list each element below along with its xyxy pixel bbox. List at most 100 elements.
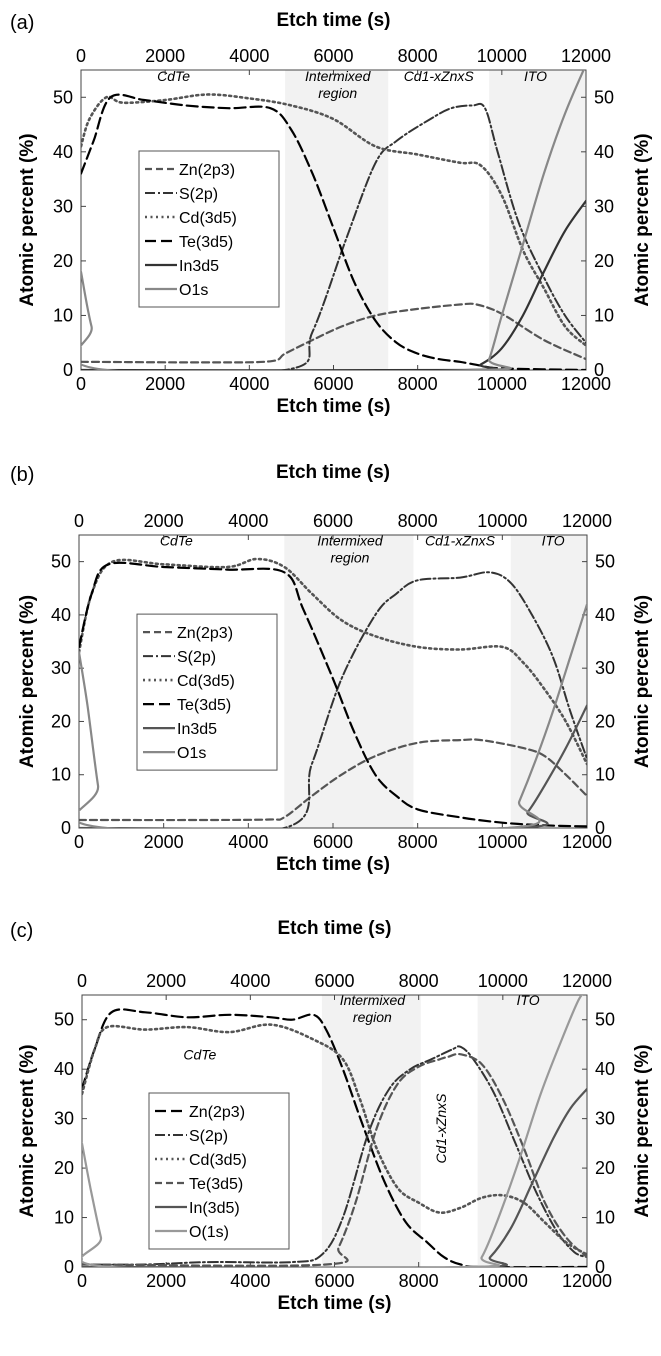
x-tick-label: 8000	[398, 832, 438, 852]
legend-label: In(3d5)	[189, 1200, 240, 1217]
legend-box	[148, 1092, 290, 1250]
region-label-line: Intermixed	[340, 992, 407, 1008]
y-tick-label-right: 30	[594, 196, 614, 216]
x-tick-label: 0	[76, 374, 86, 394]
y-tick-label: 20	[51, 711, 71, 731]
chart-panel-1: CdTe Intermixed region Cd1-xZnxS ITO 00 2000 20…	[10, 10, 653, 417]
region-label-line: region	[318, 85, 357, 101]
x-axis-title-top: Etch time (s)	[277, 918, 391, 939]
region-label: Cd1-xZnxS	[433, 1093, 449, 1164]
legend-box	[138, 150, 280, 308]
series-line	[81, 199, 586, 370]
legend-label: Cd(3d5)	[189, 1152, 247, 1169]
y-tick-label: 0	[63, 360, 73, 380]
y-tick-label: 40	[51, 605, 71, 625]
y-tick-label-right: 50	[594, 87, 614, 107]
x-axis-title: Etch time (s)	[276, 854, 390, 875]
y-tick-label-right: 30	[595, 1109, 615, 1129]
x-tick-label: 6000	[313, 374, 353, 394]
legend-label: Cd(3d5)	[179, 210, 237, 227]
x-tick-label-top: 6000	[313, 46, 353, 66]
x-tick-label-top: 12000	[562, 511, 612, 531]
region-label: ITO	[517, 992, 540, 1008]
y-tick-label-right: 20	[595, 711, 615, 731]
series-line	[82, 1023, 587, 1256]
y-tick-label-right: 20	[594, 251, 614, 271]
y-tick-label-right: 50	[595, 552, 615, 572]
x-tick-label-top: 0	[77, 971, 87, 991]
series-line	[81, 93, 586, 347]
region-label: Intermixed region	[317, 533, 384, 566]
y-axis-title-right: Atomic percent (%)	[632, 133, 653, 306]
x-tick-label-top: 4000	[228, 511, 268, 531]
legend: Zn(2p3) S(2p) Cd(3d5) Te(3d5) In3d5 O1s	[138, 150, 280, 308]
x-tick-label: 10000	[478, 1271, 528, 1291]
x-tick-label-top: 8000	[398, 46, 438, 66]
series-line	[82, 995, 584, 1267]
x-tick-label-top: 4000	[229, 46, 269, 66]
x-axis-title-top: Etch time (s)	[276, 10, 390, 31]
x-tick-label: 8000	[399, 1271, 439, 1291]
series-line	[81, 70, 585, 370]
x-tick-label-top: 0	[74, 511, 84, 531]
y-tick-label-right: 50	[595, 1010, 615, 1030]
legend-label: Zn(2p3)	[179, 162, 235, 179]
region-label: Cd1-xZnxS	[404, 68, 475, 84]
region-label-line: Intermixed	[317, 533, 384, 549]
region-label: Cd1-xZnxS	[425, 533, 496, 549]
region-shade	[284, 535, 414, 828]
x-tick-label-top: 4000	[230, 971, 270, 991]
series-line	[79, 603, 587, 828]
panel-label: (a)	[10, 12, 34, 34]
y-axis-title: Atomic percent (%)	[17, 1044, 38, 1217]
region-label: ITO	[524, 68, 547, 84]
y-tick-label: 40	[53, 142, 73, 162]
x-tick-label: 10000	[477, 374, 527, 394]
x-axis-title: Etch time (s)	[277, 1293, 391, 1314]
legend-box	[136, 613, 278, 771]
legend-label: O1s	[179, 282, 208, 299]
region-label: Intermixed region	[340, 992, 407, 1025]
region-label: Intermixed region	[305, 68, 372, 101]
x-tick-label-top: 10000	[477, 46, 527, 66]
y-axis-title: Atomic percent (%)	[17, 133, 38, 306]
x-tick-label-top: 10000	[477, 511, 527, 531]
y-tick-label-right: 0	[595, 818, 605, 838]
legend-label: S(2p)	[177, 649, 216, 666]
y-tick-label: 40	[54, 1059, 74, 1079]
x-tick-label: 10000	[477, 832, 527, 852]
x-tick-label-top: 2000	[145, 46, 185, 66]
y-tick-label-right: 10	[595, 1208, 615, 1228]
x-tick-label: 2000	[145, 374, 185, 394]
x-tick-label: 8000	[398, 374, 438, 394]
y-tick-label-right: 40	[595, 605, 615, 625]
region-label-line: Intermixed	[305, 68, 372, 84]
y-tick-label: 0	[61, 818, 71, 838]
legend: Zn(2p3) S(2p) Cd(3d5) Te(3d5) In(3d5) O(1s)	[148, 1092, 290, 1250]
series-line	[81, 102, 586, 370]
y-axis-title: Atomic percent (%)	[17, 595, 38, 768]
series-line	[82, 1087, 587, 1267]
x-tick-label-top: 2000	[144, 511, 184, 531]
x-tick-label-top: 12000	[562, 971, 612, 991]
y-tick-label: 10	[51, 765, 71, 785]
legend-label: Zn(2p3)	[177, 625, 233, 642]
legend-label: S(2p)	[179, 186, 218, 203]
series-line	[82, 1008, 587, 1267]
region-label-line: region	[353, 1009, 392, 1025]
region-label-line: region	[330, 550, 369, 566]
legend-label: Cd(3d5)	[177, 673, 235, 690]
series-line	[82, 1045, 587, 1266]
legend-label: Zn(2p3)	[189, 1104, 245, 1121]
series-group	[79, 557, 587, 828]
region-shade	[477, 995, 587, 1267]
legend-label: O(1s)	[189, 1224, 229, 1241]
y-tick-label: 30	[51, 658, 71, 678]
x-axis-title: Etch time (s)	[276, 396, 390, 417]
region-label: CdTe	[157, 68, 190, 84]
y-tick-label-right: 30	[595, 658, 615, 678]
x-tick-label: 0	[74, 832, 84, 852]
x-tick-label-top: 8000	[398, 511, 438, 531]
series-line	[79, 561, 587, 828]
